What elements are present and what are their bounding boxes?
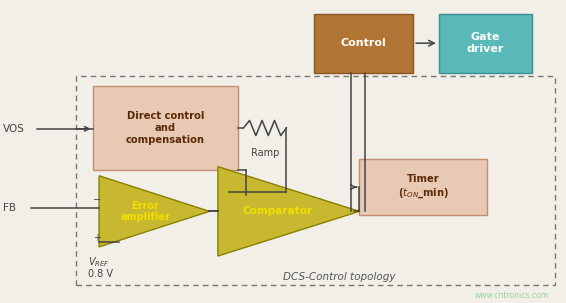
- Bar: [439, 14, 532, 73]
- Text: VOS: VOS: [3, 124, 25, 134]
- Text: Comparator: Comparator: [242, 206, 312, 216]
- Text: FB: FB: [3, 202, 16, 213]
- Text: 0.8 V: 0.8 V: [88, 269, 113, 279]
- Polygon shape: [218, 167, 359, 256]
- Bar: [76, 76, 555, 285]
- Text: DCS-Control topology: DCS-Control topology: [284, 272, 396, 282]
- Text: Timer
($t_{ON}$_min): Timer ($t_{ON}$_min): [397, 175, 449, 200]
- Bar: [314, 14, 413, 73]
- Text: Direct control
and
compensation: Direct control and compensation: [126, 112, 205, 145]
- Text: +: +: [93, 233, 101, 243]
- Text: Control: Control: [341, 38, 387, 48]
- Text: −: −: [93, 195, 101, 205]
- Bar: [359, 159, 487, 215]
- Text: Gate
driver: Gate driver: [466, 32, 504, 54]
- Polygon shape: [99, 176, 209, 247]
- Text: Ramp: Ramp: [251, 148, 279, 158]
- Text: $V_{REF}$: $V_{REF}$: [88, 255, 109, 269]
- Text: Error
amplifier: Error amplifier: [121, 201, 170, 222]
- Text: www.cntronics.com: www.cntronics.com: [475, 291, 549, 300]
- Bar: [93, 86, 238, 170]
